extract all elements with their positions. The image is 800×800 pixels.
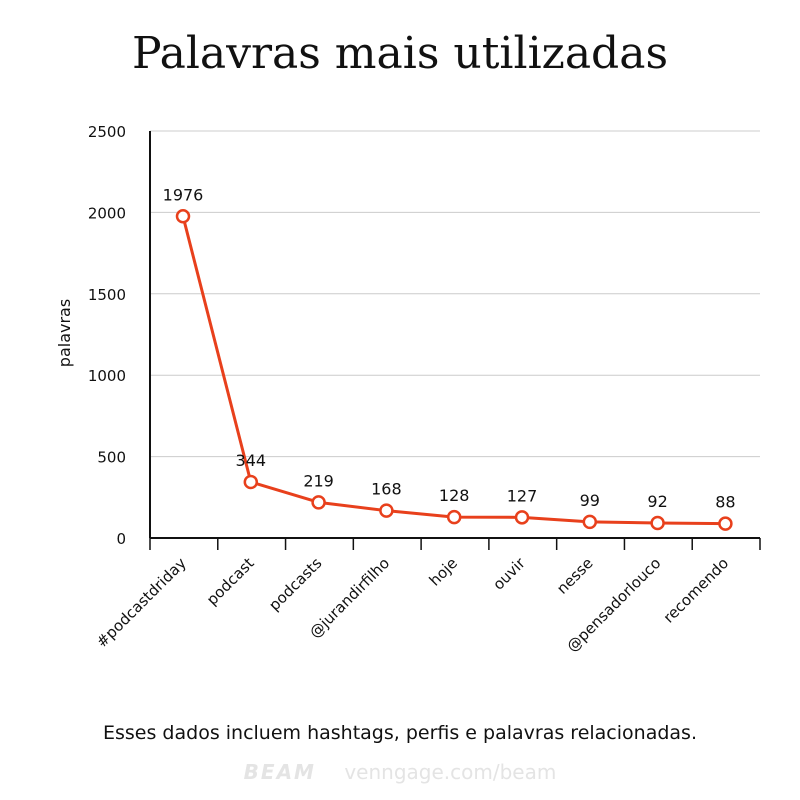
data-point — [379, 503, 394, 518]
data-label: 99 — [580, 491, 600, 510]
x-tick-label: podcasts — [265, 554, 325, 614]
data-point — [650, 515, 665, 531]
data-label: 88 — [715, 493, 735, 512]
data-point — [311, 495, 326, 510]
y-axis-ticks: 0 500 1000 1500 2000 2500 — [88, 123, 126, 548]
x-tick-label: podcast — [203, 554, 258, 609]
axes — [149, 131, 760, 539]
x-axis-ticks: #podcastdriday podcast podcasts@jurandirfi… — [93, 538, 761, 656]
chart-title: Palavras mais utilizadas — [131, 28, 669, 79]
y-tick-label: 2500 — [88, 123, 126, 141]
y-tick-label: 1500 — [88, 286, 126, 304]
data-point — [243, 474, 259, 490]
footnote: Esses dados incluem hashtags, perfis e p… — [103, 722, 697, 744]
x-tick-label: nesse — [553, 554, 597, 598]
data-label: 219 — [303, 471, 334, 490]
data-point — [175, 209, 191, 224]
y-tick-label: 1000 — [88, 367, 126, 385]
grid-lines — [150, 130, 760, 458]
y-tick-label: 0 — [116, 530, 126, 548]
data-label: 127 — [507, 486, 538, 505]
data-point — [582, 514, 598, 530]
x-tick-label: recomendo — [660, 554, 733, 627]
data-point — [718, 516, 733, 531]
data-label: 168 — [371, 480, 402, 499]
series: 1976 344 219 168 128 127 99 92 88 — [163, 185, 736, 531]
series-line — [181, 215, 726, 526]
data-label: 1976 — [163, 185, 204, 204]
y-axis-label: palavras — [55, 299, 74, 367]
x-tick-label: hoje — [426, 554, 461, 589]
footer-url: venngage.com/beam — [344, 760, 557, 784]
x-tick-label: ouvir — [489, 554, 529, 594]
footer: BEAM venngage.com/beam — [0, 760, 800, 784]
data-point — [446, 509, 462, 525]
data-label: 344 — [236, 451, 267, 470]
data-point — [514, 510, 530, 525]
x-tick-label: #podcastdriday — [93, 554, 190, 651]
brand-logo: BEAM — [243, 760, 316, 784]
data-label: 92 — [647, 492, 667, 511]
data-label: 128 — [439, 486, 470, 505]
y-tick-label: 2000 — [88, 204, 126, 222]
y-tick-label: 500 — [97, 449, 126, 467]
